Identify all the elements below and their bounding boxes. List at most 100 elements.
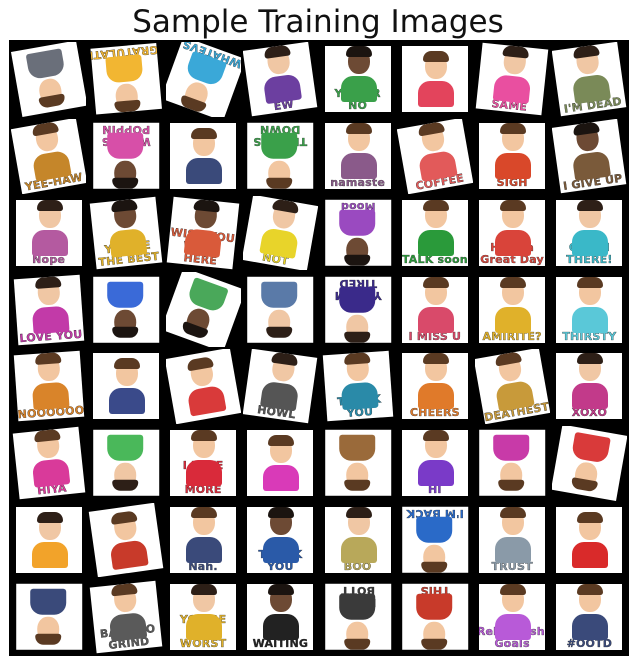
avatar-figure xyxy=(336,593,380,650)
avatar-body xyxy=(29,588,66,615)
grid-tile: Have a Great Day xyxy=(474,195,550,271)
avatar-figure xyxy=(27,199,71,256)
avatar-body xyxy=(183,228,223,258)
avatar-figure xyxy=(333,352,380,411)
avatar-hair xyxy=(345,46,372,58)
grid-tile: WISH YOU WERE HERE xyxy=(165,195,241,271)
grid-tile xyxy=(11,579,87,654)
grid-tile: YES OR NO xyxy=(320,42,396,117)
grid-tile xyxy=(551,502,627,578)
avatar-body xyxy=(31,229,68,256)
avatar-body xyxy=(104,54,144,84)
avatar-figure xyxy=(413,516,457,573)
sticker-caption: THIRSTY xyxy=(562,329,617,343)
sticker-caption: TRUST xyxy=(491,559,533,573)
grid-tile xyxy=(11,42,87,117)
avatar-body xyxy=(106,435,143,462)
avatar-figure xyxy=(102,54,150,114)
sticker-image: I GIVE UP xyxy=(551,118,627,194)
avatar-figure xyxy=(490,435,534,492)
avatar-body xyxy=(415,593,452,620)
avatar-body xyxy=(340,76,377,103)
avatar-body xyxy=(415,516,452,543)
sticker-image: I LIKE BOTT xyxy=(324,583,391,650)
avatar-figure xyxy=(567,276,611,333)
grid-tile xyxy=(397,42,473,117)
grid-tile: WHATEVS xyxy=(165,42,241,117)
grid-tile xyxy=(242,272,318,347)
avatar-body xyxy=(572,229,609,256)
avatar-figure xyxy=(24,352,72,411)
avatar-body xyxy=(186,536,223,563)
sticker-image: Have a Great Day xyxy=(479,199,546,266)
sticker-image: I'M DEAD xyxy=(551,42,627,117)
avatar-body xyxy=(186,613,223,640)
avatar-body xyxy=(260,381,300,412)
avatar-hair xyxy=(343,254,370,266)
avatar-body xyxy=(417,81,454,108)
sticker-image xyxy=(247,276,314,343)
grid-tile: #Relationship Goals xyxy=(474,579,550,654)
avatar-hair xyxy=(343,331,370,343)
avatar-figure xyxy=(490,123,534,180)
avatar-figure xyxy=(104,133,148,189)
grid-tile: I LIKE BOTT xyxy=(320,579,396,654)
avatar-figure xyxy=(485,350,537,413)
avatar-hair xyxy=(500,199,527,211)
sticker-image: YOU'RE THE WORST xyxy=(170,583,237,650)
avatar-hair xyxy=(111,480,138,492)
avatar-figure xyxy=(407,120,458,182)
avatar-body xyxy=(108,388,145,415)
avatar-body xyxy=(263,536,300,563)
grid-tile: CONGRATULATIONS xyxy=(88,42,164,117)
sticker-image xyxy=(556,506,623,573)
grid-tile: THIRSTY xyxy=(551,272,627,347)
sticker-image: XOXO xyxy=(556,353,623,420)
grid-tile: THUMBS DOWN xyxy=(242,118,318,194)
sticker-image: THIRSTY xyxy=(556,276,623,343)
grid-tile: NOOOOOO xyxy=(11,349,87,424)
avatar-figure xyxy=(104,358,148,415)
sticker-image: THANK YOU xyxy=(322,351,393,422)
grid-tile xyxy=(165,118,241,194)
avatar-figure xyxy=(23,428,72,488)
avatar-body xyxy=(495,153,532,180)
avatar-figure xyxy=(567,511,611,568)
avatar-figure xyxy=(413,199,457,256)
avatar-figure xyxy=(336,209,380,266)
sticker-image: WHATEVS xyxy=(165,42,241,117)
avatar-hair xyxy=(500,123,527,135)
grid-tile: YEE-HAW xyxy=(11,118,87,194)
avatar-hair xyxy=(34,633,61,645)
sticker-image: #Relationship Goals xyxy=(479,583,546,650)
avatar-body xyxy=(261,281,298,308)
avatar-body xyxy=(338,286,375,313)
avatar-figure xyxy=(104,435,148,492)
avatar-figure xyxy=(21,120,73,182)
sticker-caption: namaste xyxy=(330,176,386,189)
avatar-body xyxy=(340,382,379,411)
avatar-figure xyxy=(101,582,149,642)
avatar-body xyxy=(572,613,609,640)
avatar-figure xyxy=(567,199,611,256)
avatar-body xyxy=(340,536,377,563)
avatar-body xyxy=(338,209,375,236)
grid-tile: I'M DEAD xyxy=(551,42,627,117)
avatar-hair xyxy=(577,353,604,365)
sticker-caption: XOXO xyxy=(571,406,607,420)
avatar-figure xyxy=(490,276,534,333)
sticker-image: SIGH xyxy=(479,123,546,189)
avatar-figure xyxy=(181,430,225,487)
avatar-body xyxy=(185,276,229,314)
grid-tile: SIGH xyxy=(474,118,550,194)
sticker-image: BOO xyxy=(324,506,391,573)
avatar-body xyxy=(340,153,377,180)
sticker-image xyxy=(88,502,164,578)
avatar-figure xyxy=(256,351,307,412)
grid-tile: YOU'RE THE WORST xyxy=(165,579,241,654)
sticker-image xyxy=(11,42,87,117)
avatar-body xyxy=(338,593,375,620)
avatar-figure xyxy=(182,198,229,258)
grid-tile: BRB COFFEE xyxy=(397,118,473,194)
grid-tile: OH, HI THERE! xyxy=(551,195,627,271)
